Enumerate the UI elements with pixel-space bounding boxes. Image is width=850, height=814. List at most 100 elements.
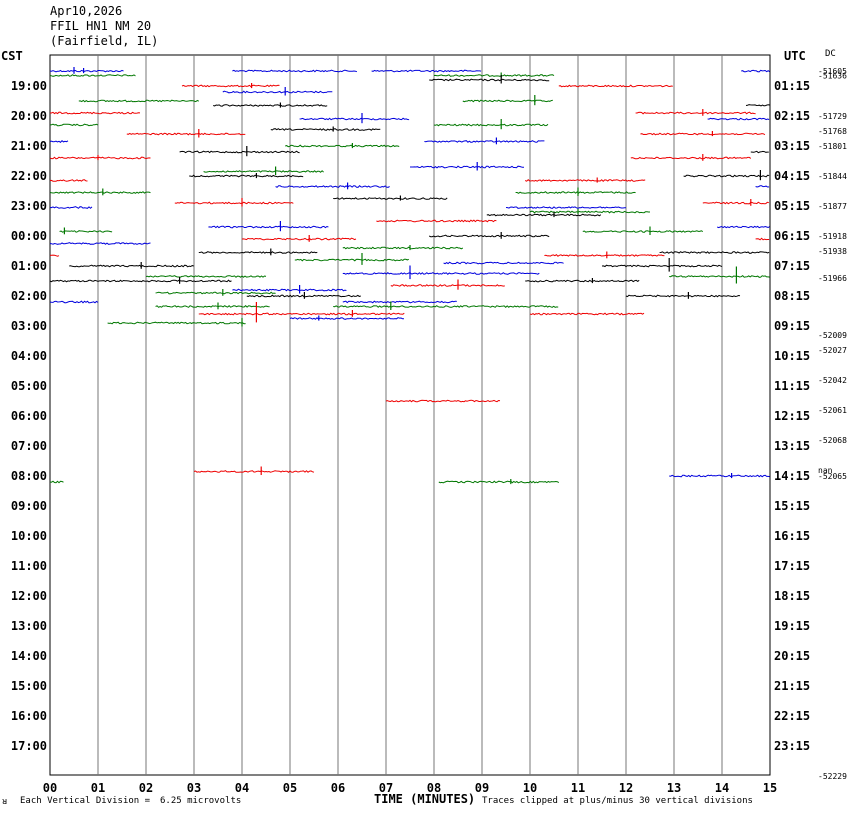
trace-segment: [49, 140, 69, 143]
trace-segment: [49, 156, 151, 160]
trace-segment: [333, 197, 448, 200]
trace-segment: [429, 78, 550, 82]
trace-segment: [181, 84, 280, 88]
cst-hour-label: 21:00: [11, 139, 47, 153]
cst-hour-label: 22:00: [11, 169, 47, 183]
dc-offset-label: -51605: [818, 67, 847, 76]
trace-segment: [49, 206, 93, 209]
trace-segment: [745, 104, 771, 107]
trace-segment: [428, 234, 550, 238]
cst-hour-label: 20:00: [11, 109, 47, 123]
cst-hour-label: 03:00: [11, 319, 47, 333]
x-tick-label: 06: [331, 781, 345, 795]
cst-hour-label: 11:00: [11, 559, 47, 573]
dc-offset-label: -51801: [818, 142, 847, 151]
trace-segment: [49, 242, 151, 245]
utc-hour-label: 07:15: [774, 259, 810, 273]
utc-hour-label: 06:15: [774, 229, 810, 243]
trace-segment: [376, 219, 497, 223]
utc-hour-label: 17:15: [774, 559, 810, 573]
trace-segment: [582, 230, 704, 233]
dc-offset-label: -51768: [818, 127, 847, 136]
trace-segment: [635, 111, 756, 115]
trace-segment: [49, 74, 136, 77]
trace-segment: [524, 179, 646, 182]
cst-hour-label: 15:00: [11, 679, 47, 693]
trace-segment: [707, 117, 770, 121]
utc-hour-label: 05:15: [774, 199, 810, 213]
dc-offset-label: -51729: [818, 112, 847, 121]
trace-segment: [640, 132, 766, 136]
trace-segment: [69, 264, 194, 268]
dc-offset-label: -51877: [818, 202, 847, 211]
x-tick-label: 00: [43, 781, 57, 795]
trace-segment: [275, 185, 390, 188]
cst-hour-label: 01:00: [11, 259, 47, 273]
trace-segment: [49, 123, 99, 127]
cst-hour-label: 12:00: [11, 589, 47, 603]
utc-hour-label: 11:15: [774, 379, 810, 393]
trace-segment: [145, 275, 267, 278]
utc-hour-label: 19:15: [774, 619, 810, 633]
trace-segment: [371, 69, 482, 73]
trace-segment: [529, 210, 650, 214]
x-tick-label: 02: [139, 781, 153, 795]
dc-offset-label: -51966: [818, 274, 847, 283]
x-tick-label: 01: [91, 781, 105, 795]
trace-segment: [193, 470, 315, 473]
utc-hour-label: 12:15: [774, 409, 810, 423]
x-tick-label: 13: [667, 781, 681, 795]
trace-segment: [49, 279, 232, 283]
cst-hour-label: 19:00: [11, 79, 47, 93]
x-tick-label: 03: [187, 781, 201, 795]
station-name: FFIL HN1 NM 20: [50, 19, 152, 33]
utc-hour-label: 08:15: [774, 289, 810, 303]
utc-hour-label: 04:15: [774, 169, 810, 183]
trace-segment: [529, 312, 645, 316]
dc-offset-label: -52027: [818, 346, 847, 355]
cst-hour-label: 17:00: [11, 739, 47, 753]
trace-segment: [717, 225, 770, 229]
utc-hour-label: 10:15: [774, 349, 810, 363]
trace-segment: [702, 201, 769, 205]
trace-segment: [222, 90, 333, 94]
trace-segment: [213, 104, 328, 107]
cst-hour-label: 02:00: [11, 289, 47, 303]
x-tick-label: 09: [475, 781, 489, 795]
utc-hour-label: 22:15: [774, 709, 810, 723]
x-tick-label: 11: [571, 781, 585, 795]
trace-segment: [438, 480, 560, 484]
trace-segment: [155, 291, 276, 295]
trace-segment: [203, 170, 324, 173]
utc-hour-label: 09:15: [774, 319, 810, 333]
utc-hour-label: 16:15: [774, 529, 810, 543]
dc-offset-label: -51918: [818, 232, 847, 241]
utc-hour-label: 03:15: [774, 139, 810, 153]
cst-hour-label: 10:00: [11, 529, 47, 543]
dc-offset-label: -52065: [818, 472, 847, 481]
cst-hour-label: 09:00: [11, 499, 47, 513]
trace-segment: [270, 128, 381, 131]
utc-hour-label: 14:15: [774, 469, 810, 483]
footer-mark: ᴚ: [2, 797, 8, 807]
utc-hour-label: 01:15: [774, 79, 810, 93]
chart-date: Apr10,2026: [50, 4, 123, 18]
trace-segment: [49, 254, 60, 257]
x-axis-label: TIME (MINUTES): [374, 792, 476, 806]
trace-segment: [49, 480, 64, 484]
trace-segment: [49, 179, 88, 182]
trace-segment: [443, 261, 564, 265]
trace-segment: [525, 279, 640, 283]
utc-hour-label: 20:15: [774, 649, 810, 663]
trace-segment: [241, 237, 357, 241]
trace-segment: [558, 84, 673, 88]
trace-segment: [433, 123, 549, 127]
chart-header: Apr10,2026 FFIL HN1 NM 20 (Fairfield, IL…: [50, 4, 158, 49]
cst-hour-label: 05:00: [11, 379, 47, 393]
utc-hour-label: 02:15: [774, 109, 810, 123]
trace-segment: [755, 185, 770, 188]
trace-segment: [505, 206, 626, 209]
x-tick-label: 12: [619, 781, 633, 795]
dc-label: DC: [825, 49, 836, 59]
